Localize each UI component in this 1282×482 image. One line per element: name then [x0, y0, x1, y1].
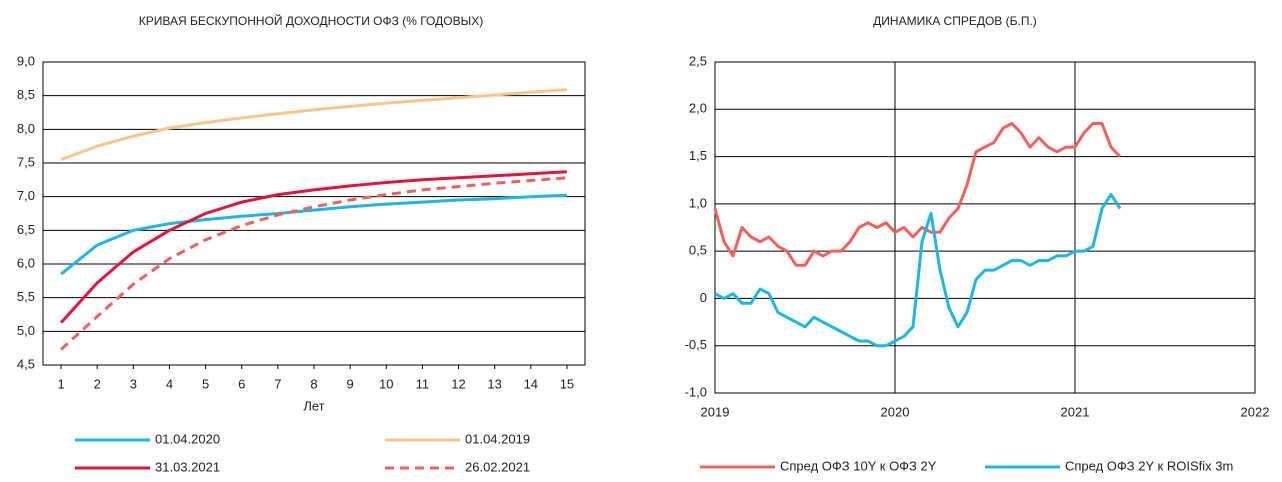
x-tick-label: 3 [130, 376, 137, 391]
x-tick-label: 14 [524, 376, 538, 391]
series-line [714, 192, 1122, 348]
legend-label: 01.04.2020 [155, 431, 220, 446]
x-tick-label: 11 [416, 376, 430, 391]
legend-label: 31.03.2021 [155, 459, 220, 474]
y-tick-label: 7,5 [17, 154, 35, 169]
legend-label: Спред ОФЗ 2Y к ROISfix 3m [1065, 458, 1233, 473]
chart-title: КРИВАЯ БЕСКУПОННОЙ ДОХОДНОСТИ ОФЗ (% ГОД… [139, 13, 483, 28]
x-tick-label: 1 [57, 376, 64, 391]
plot-frame [714, 61, 1256, 394]
series-line [60, 88, 568, 162]
y-tick-label: 2,0 [689, 101, 707, 116]
x-tick-label: 13 [487, 376, 501, 391]
legend-label: 26.02.2021 [465, 459, 530, 474]
series-line [60, 193, 567, 276]
x-tick-label: 9 [347, 376, 354, 391]
y-tick-label: 5,0 [17, 323, 35, 338]
x-tick-label: 2020 [881, 404, 910, 419]
legend-label: 01.04.2019 [465, 431, 530, 446]
series-line [60, 176, 568, 351]
y-tick-label: 5,5 [17, 289, 35, 304]
y-tick-label: 0,5 [689, 243, 707, 258]
chart-title: ДИНАМИКА СПРЕДОВ (Б.П.) [873, 14, 1037, 28]
x-tick-label: 6 [238, 376, 245, 391]
y-tick-label: 1,0 [689, 195, 707, 210]
plot-frame [42, 61, 586, 366]
x-tick-label: 2021 [1061, 404, 1090, 419]
y-tick-label: 9,0 [17, 53, 35, 68]
series-line [59, 170, 567, 324]
x-tick-label: 2019 [701, 404, 730, 419]
y-tick-label: 7,0 [17, 188, 35, 203]
y-tick-label: 8,0 [17, 121, 35, 136]
x-tick-label: 5 [202, 376, 209, 391]
y-tick-label: 6,5 [17, 222, 35, 237]
x-tick-label: 2022 [1241, 404, 1270, 419]
x-tick-label: 4 [166, 376, 173, 391]
legend-label: Спред ОФЗ 10Y к ОФЗ 2Y [780, 458, 937, 473]
y-tick-label: -1,0 [685, 384, 707, 399]
y-tick-label: 8,5 [17, 87, 35, 102]
x-tick-label: 8 [310, 376, 317, 391]
x-axis-label: Лет [303, 398, 324, 413]
y-tick-label: -0,5 [685, 337, 707, 352]
x-tick-label: 7 [274, 376, 281, 391]
x-tick-label: 2 [94, 376, 101, 391]
x-tick-label: 10 [379, 376, 393, 391]
x-tick-label: 12 [451, 376, 465, 391]
series-line [713, 122, 1122, 267]
x-tick-label: 15 [560, 376, 574, 391]
y-tick-label: 1,5 [689, 148, 707, 163]
y-tick-label: 2,5 [689, 53, 707, 68]
y-tick-label: 0 [700, 290, 707, 305]
y-tick-label: 4,5 [17, 356, 35, 371]
y-tick-label: 6,0 [17, 255, 35, 270]
